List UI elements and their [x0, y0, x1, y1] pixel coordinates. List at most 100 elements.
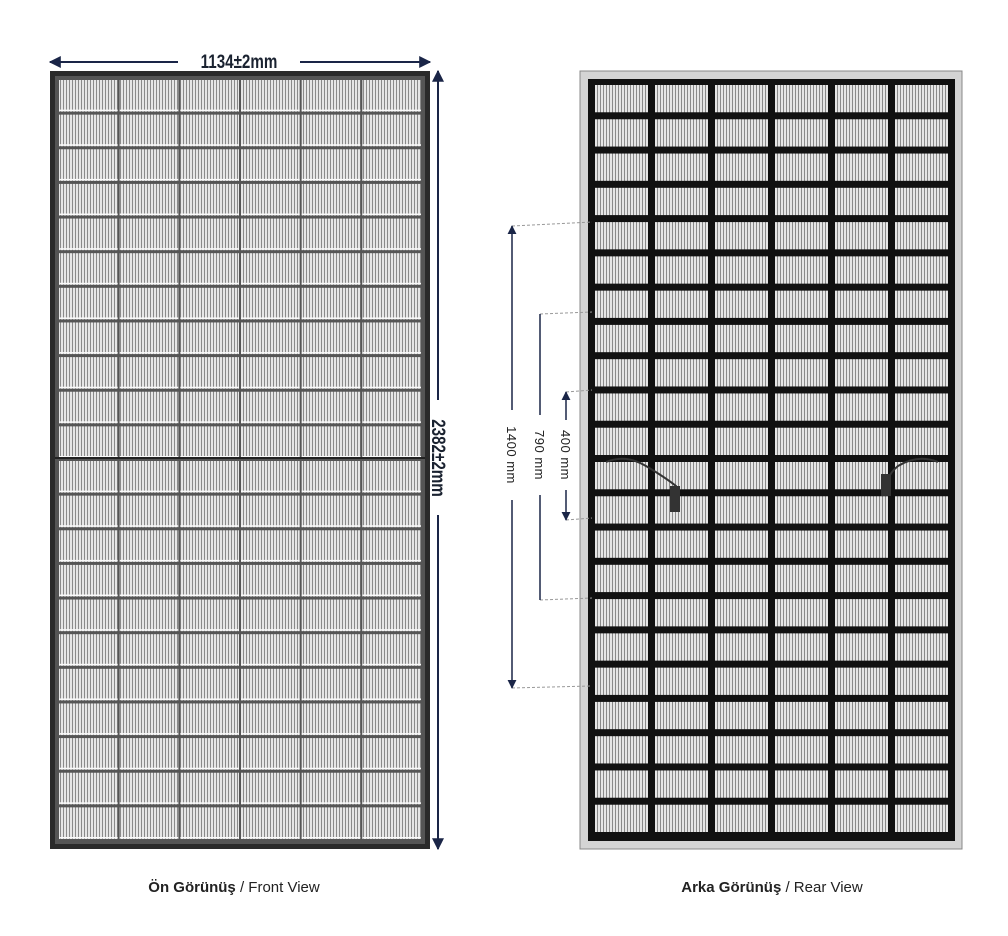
rear-cell: [775, 153, 828, 181]
busbar: [301, 490, 361, 493]
busbar: [59, 767, 118, 770]
rear-cell: [715, 153, 768, 181]
rear-cell: [595, 633, 648, 661]
rear-cell: [895, 564, 948, 593]
rear-cell: [655, 770, 708, 798]
rear-cell: [655, 153, 708, 181]
rear-cell: [895, 599, 948, 627]
rear-cell: [595, 359, 648, 387]
front-cell: [301, 495, 361, 528]
front-cell: [59, 80, 118, 112]
front-cell: [301, 391, 361, 424]
rear-cell: [655, 119, 708, 147]
rear-cell: [595, 736, 648, 764]
front-cell: [241, 287, 300, 320]
busbar: [241, 490, 300, 493]
front-cell: [241, 530, 300, 562]
busbar: [180, 802, 239, 804]
front-cell: [362, 391, 421, 424]
busbar: [301, 698, 361, 700]
busbar: [119, 248, 179, 250]
rear-cell: [835, 564, 888, 593]
front-cell: [59, 218, 118, 251]
front-cell: [119, 391, 179, 424]
busbar: [362, 109, 421, 112]
busbar: [362, 663, 421, 666]
front-cell: [59, 426, 118, 458]
busbar: [180, 837, 239, 839]
rear-cell: [835, 359, 888, 387]
front-cell: [119, 599, 179, 632]
busbar: [362, 767, 421, 770]
busbar: [59, 594, 118, 597]
front-cell: [119, 772, 179, 805]
rear-cell: [595, 153, 648, 181]
front-cell: [301, 357, 361, 389]
rear-cell: [895, 736, 948, 764]
busbar: [241, 594, 300, 597]
busbar: [180, 213, 239, 216]
rear-cell: [595, 187, 648, 216]
rear-cell: [715, 496, 768, 524]
busbar: [180, 421, 239, 423]
rear-cell: [655, 427, 708, 455]
front-cell: [362, 530, 421, 562]
front-cell: [241, 391, 300, 424]
busbar: [180, 317, 239, 319]
front-cell: [241, 599, 300, 632]
front-cell: [119, 634, 179, 666]
busbar: [362, 178, 421, 181]
busbar: [241, 802, 300, 804]
caption-bold: Ön Görünüş: [148, 879, 236, 896]
rear-cell: [655, 256, 708, 284]
rear-cell: [775, 427, 828, 455]
busbar: [241, 144, 300, 146]
front-cell: [59, 599, 118, 632]
rear-cell: [775, 804, 828, 832]
rear-cell: [835, 393, 888, 421]
rear-cell: [715, 393, 768, 421]
front-cell: [362, 703, 421, 736]
rear-cell: [655, 667, 708, 695]
front-cell: [59, 634, 118, 666]
rear-dims: [507, 225, 571, 689]
rear-cell: [835, 462, 888, 490]
rear-cell: [775, 85, 828, 113]
rear-cell: [775, 290, 828, 318]
rear-cell: [895, 324, 948, 353]
front-cell: [119, 80, 179, 112]
rear-cell: [775, 701, 828, 730]
rear-cell: [715, 222, 768, 250]
rear-cell: [715, 359, 768, 387]
front-cell: [180, 703, 239, 736]
front-cell: [180, 287, 239, 320]
rear-cell: [775, 187, 828, 216]
rear-cell: [895, 256, 948, 284]
busbar: [301, 317, 361, 319]
busbar: [301, 282, 361, 285]
rear-cell: [835, 736, 888, 764]
front-cell: [59, 149, 118, 181]
busbar: [241, 663, 300, 666]
front-caption: Ön Görünüş / Front View: [148, 879, 320, 896]
front-cell: [301, 634, 361, 666]
front-cell: [241, 807, 300, 839]
busbar: [241, 525, 300, 527]
rear-caption: Arka Görünüş / Rear View: [681, 879, 863, 896]
busbar: [180, 629, 239, 631]
front-cell: [301, 530, 361, 562]
rear-cell: [655, 701, 708, 730]
front-cell: [119, 426, 179, 458]
front-cell: [362, 287, 421, 320]
front-cell: [362, 183, 421, 216]
rear-cell: [895, 804, 948, 832]
front-cell: [119, 461, 179, 493]
connector: [881, 474, 891, 496]
front-cell: [119, 322, 179, 355]
rear-cell: [895, 427, 948, 455]
busbar: [362, 213, 421, 216]
busbar: [119, 352, 179, 354]
busbar: [119, 144, 179, 146]
dimension-label: 400 mm: [558, 430, 573, 480]
front-cell: [241, 149, 300, 181]
